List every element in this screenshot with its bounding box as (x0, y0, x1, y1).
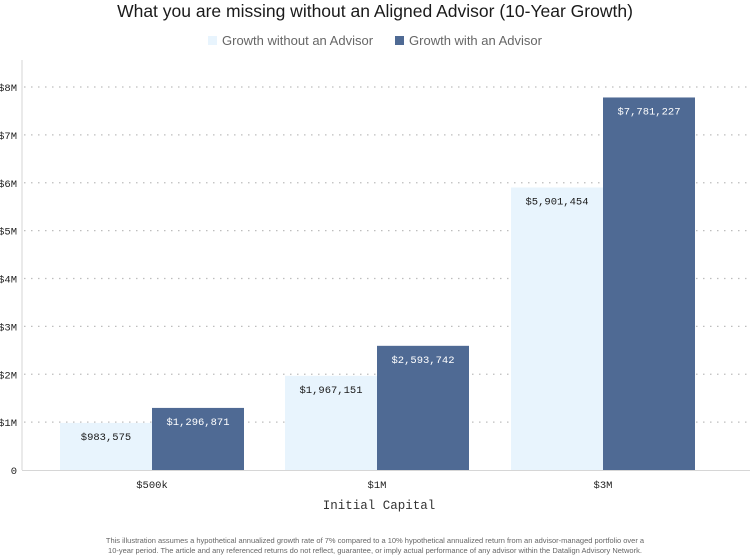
legend-label-with-advisor: Growth with an Advisor (409, 33, 542, 48)
data-label: $7,781,227 (617, 106, 680, 118)
y-tick-label: $8M (0, 83, 17, 95)
x-tick-label: $500k (136, 480, 168, 492)
data-label: $5,901,454 (525, 196, 588, 208)
legend: Growth without an Advisor Growth with an… (0, 33, 750, 48)
bar (511, 187, 603, 470)
legend-item-without-advisor[interactable]: Growth without an Advisor (208, 33, 373, 48)
chart-title: What you are missing without an Aligned … (117, 1, 633, 21)
y-tick-label: $1M (0, 418, 17, 430)
legend-swatch-without-advisor (208, 36, 217, 45)
footnote: This illustration assumes a hypothetical… (60, 536, 690, 556)
x-axis-title: Initial Capital (323, 499, 436, 513)
bar (285, 375, 377, 470)
y-tick-label: $4M (0, 275, 17, 287)
bar (152, 407, 244, 470)
legend-item-with-advisor[interactable]: Growth with an Advisor (395, 33, 542, 48)
y-tick-label: $6M (0, 179, 17, 191)
legend-swatch-with-advisor (395, 36, 405, 45)
data-label: $983,575 (81, 432, 131, 444)
footnote-line-2: 10-year period. The article and any refe… (108, 546, 642, 555)
legend-label-without-advisor: Growth without an Advisor (222, 33, 374, 48)
y-tick-label: $3M (0, 322, 17, 334)
bar (377, 345, 469, 470)
x-tick-label: $1M (368, 480, 387, 492)
y-tick-label: $5M (0, 227, 17, 239)
data-label: $1,967,151 (299, 385, 362, 397)
data-label: $2,593,742 (391, 355, 454, 367)
y-tick-label: $7M (0, 131, 17, 143)
x-tick-label: $3M (594, 480, 613, 492)
footnote-line-1: This illustration assumes a hypothetical… (105, 536, 645, 545)
y-tick-label: 0 (11, 466, 17, 478)
bar (603, 97, 695, 470)
data-label: $1,296,871 (166, 417, 229, 429)
y-tick-label: $2M (0, 370, 17, 382)
bar (60, 422, 152, 470)
